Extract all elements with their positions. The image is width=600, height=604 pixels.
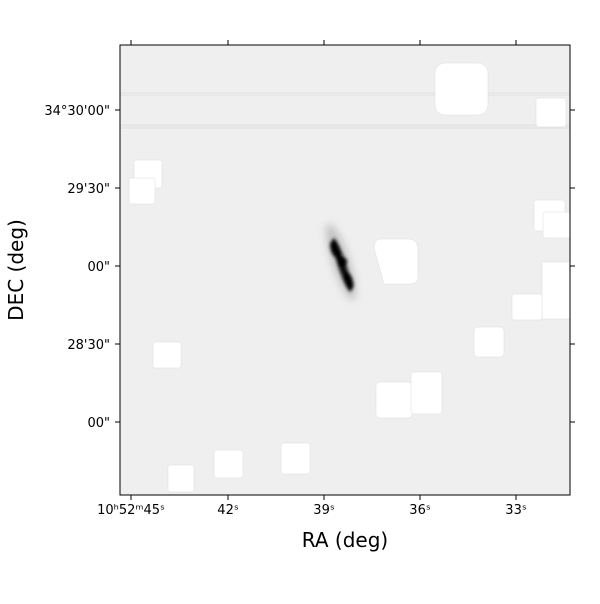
x-tick-label: 42ˢ [217, 503, 239, 518]
y-tick-label: 28'30" [67, 338, 110, 353]
x-tick-label: 33ˢ [505, 503, 527, 518]
x-tick-label: 36ˢ [409, 503, 431, 518]
x-tick-label: 10ʰ52ᵐ45ˢ [97, 503, 165, 518]
x-tick-label: 39ˢ [313, 503, 335, 518]
y-axis-label: DEC (deg) [4, 219, 28, 321]
y-tick-label: 29'30" [67, 182, 110, 197]
y-tick-label: 34°30'00" [44, 104, 110, 119]
y-tick-label: 00" [87, 416, 110, 431]
axes: 10ʰ52ᵐ45ˢ 42ˢ 39ˢ 36ˢ 33ˢ 34°30'00" 29'30" 00" 2… [44, 40, 575, 518]
image [119, 44, 571, 496]
x-axis-label: RA (deg) [302, 528, 388, 552]
y-tick-label: 00" [87, 260, 110, 275]
